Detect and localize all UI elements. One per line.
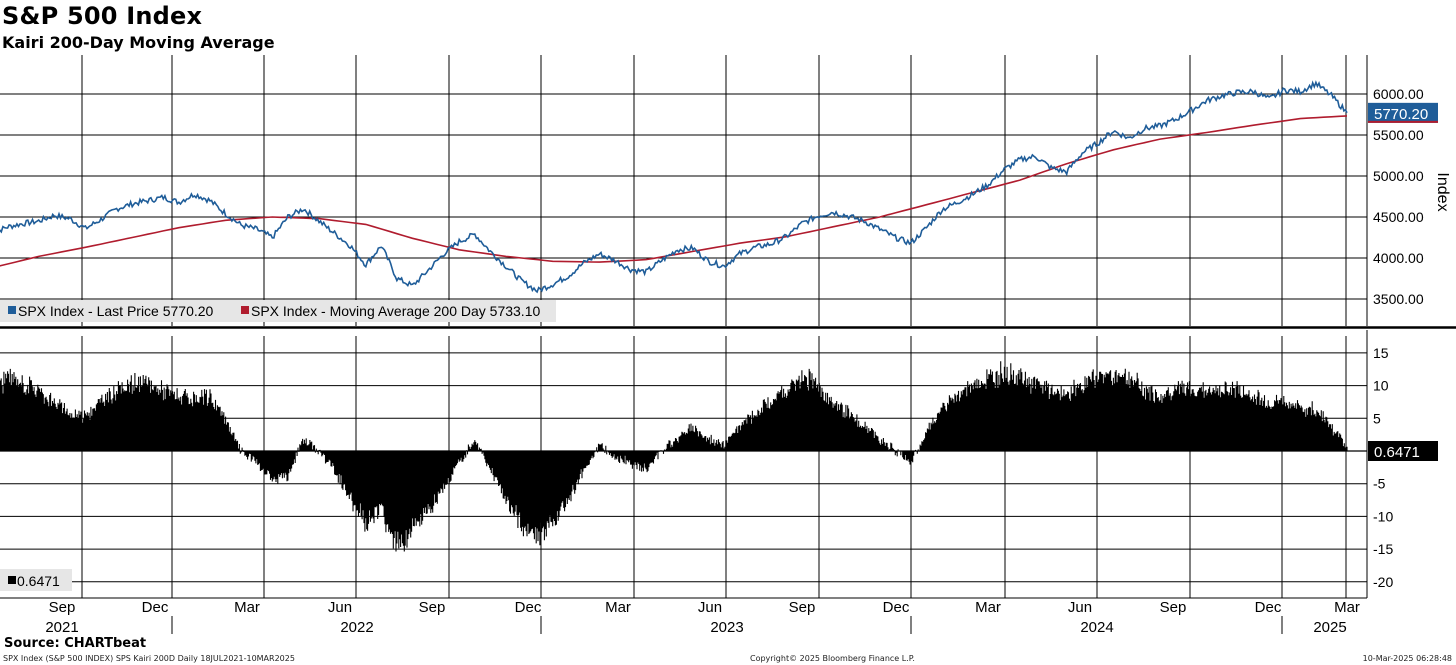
price-ytick-label: 4000.00 (1373, 250, 1424, 266)
x-year-label: 2022 (340, 619, 373, 636)
price-ytick-label: 3500.00 (1373, 291, 1424, 307)
kairi-last-value: 0.6471 (1374, 444, 1420, 461)
legend-label-price: SPX Index - Last Price 5770.20 (18, 303, 214, 319)
x-year-label: 2021 (45, 619, 78, 636)
moving-average-line (0, 115, 1348, 267)
price-ylabel: Index (1434, 172, 1451, 211)
legend-swatch-price (8, 306, 16, 314)
kairi-ytick-label: 15 (1373, 345, 1389, 361)
chart-title: S&P 500 Index (2, 2, 203, 30)
last-price-badge (1368, 102, 1438, 123)
x-month-label: Jun (1068, 599, 1092, 616)
x-month-label: Mar (234, 599, 260, 616)
x-month-label: Sep (789, 599, 816, 616)
price-legend-box (0, 300, 556, 322)
x-year-label: 2025 (1313, 619, 1346, 636)
x-month-label: Mar (1334, 599, 1360, 616)
x-month-label: Sep (1160, 599, 1187, 616)
kairi-ytick-label: -5 (1373, 476, 1386, 492)
price-ytick-label: 5000.00 (1373, 168, 1424, 184)
price-ytick-label: 6000.00 (1373, 86, 1424, 102)
kairi-legend-label: 0.6471 (17, 573, 60, 589)
kairi-ytick-label: 10 (1373, 378, 1389, 394)
x-month-label: Sep (49, 599, 76, 616)
x-month-label: Dec (883, 599, 910, 616)
kairi-ytick-label: 5 (1373, 410, 1381, 426)
price-ytick-label: 4500.00 (1373, 209, 1424, 225)
x-year-label: 2024 (1080, 619, 1113, 636)
x-month-label: Sep (419, 599, 446, 616)
legend-swatch-ma (241, 306, 249, 314)
kairi-ytick-label: -15 (1373, 541, 1393, 557)
last-price-line (0, 80, 1348, 294)
timestamp: 10-Mar-2025 06:28:48 (1362, 654, 1452, 663)
x-month-label: Dec (142, 599, 169, 616)
series-description: SPX Index (S&P 500 INDEX) SPS Kairi 200D… (3, 654, 295, 663)
source-label: Source: CHARTbeat (4, 636, 147, 651)
x-month-label: Jun (328, 599, 352, 616)
price-ytick-label: 5500.00 (1373, 127, 1424, 143)
last-price-value: 5770.20 (1374, 106, 1428, 123)
x-month-label: Jun (698, 599, 722, 616)
x-month-label: Dec (1255, 599, 1282, 616)
x-month-label: Dec (515, 599, 542, 616)
kairi-ytick-label: -20 (1373, 574, 1393, 590)
kairi-ytick-label: -10 (1373, 508, 1393, 524)
legend-label-ma: SPX Index - Moving Average 200 Day 5733.… (251, 303, 540, 319)
copyright-notice: Copyright© 2025 Bloomberg Finance L.P. (750, 654, 915, 663)
kairi-legend-box (0, 569, 72, 591)
x-month-label: Mar (605, 599, 631, 616)
kairi-histogram-bars (0, 361, 1348, 552)
kairi-last-badge (1368, 441, 1438, 461)
x-year-label: 2023 (710, 619, 743, 636)
chart-subtitle: Kairi 200-Day Moving Average (2, 33, 275, 52)
x-month-label: Mar (975, 599, 1001, 616)
kairi-legend-swatch (8, 576, 16, 584)
